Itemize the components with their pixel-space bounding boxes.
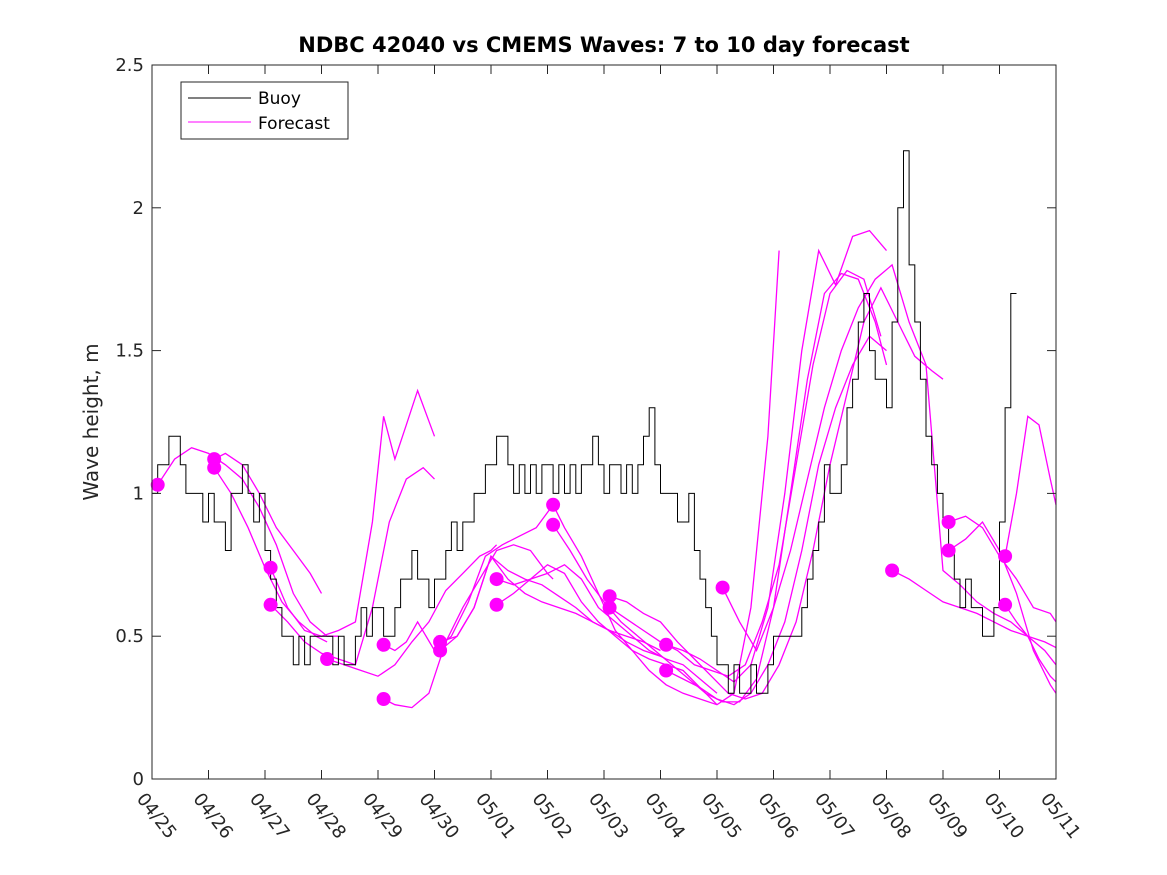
forecast-start-point xyxy=(941,543,956,558)
forecast-start-point xyxy=(489,597,504,612)
x-tick-label: 05/04 xyxy=(641,789,689,843)
x-tick-label: 05/03 xyxy=(584,789,632,843)
forecast-line-18 xyxy=(665,335,887,706)
y-tick-label: 0 xyxy=(133,769,144,790)
y-tick-label: 2 xyxy=(133,198,144,219)
forecast-line-14 xyxy=(552,272,888,703)
legend-buoy-label: Buoy xyxy=(258,89,301,109)
forecast-start-point xyxy=(659,637,674,652)
plot-area xyxy=(150,150,1057,709)
x-tick-label: 05/05 xyxy=(697,789,745,843)
x-tick-label: 04/28 xyxy=(302,789,350,843)
y-axis-label: Wave height, m xyxy=(79,343,103,500)
chart-title: NDBC 42040 vs CMEMS Waves: 7 to 10 day f… xyxy=(298,33,909,57)
forecast-start-point xyxy=(376,692,391,706)
forecast-line-21 xyxy=(948,515,1057,623)
forecast-line-10 xyxy=(439,555,661,652)
axes-box xyxy=(151,64,1057,780)
forecast-start-point xyxy=(659,663,674,678)
y-axis-ticks: 0 0.5 1 1.5 2 2.5 xyxy=(115,55,1056,790)
forecast-start-point xyxy=(602,589,617,604)
forecast-start-point xyxy=(433,643,448,658)
y-tick-label: 2.5 xyxy=(115,55,144,76)
forecast-line-7 xyxy=(383,504,554,652)
y-tick-label: 1 xyxy=(133,483,144,504)
x-tick-label: 04/25 xyxy=(132,789,180,843)
legend-forecast-label: Forecast xyxy=(258,114,330,134)
y-tick-label: 0.5 xyxy=(115,626,144,647)
forecast-start-point xyxy=(715,580,730,595)
forecast-start-point xyxy=(546,517,561,532)
x-tick-label: 05/11 xyxy=(1036,789,1084,843)
forecast-line-13 xyxy=(552,250,780,706)
x-tick-label: 04/27 xyxy=(245,789,293,843)
x-tick-label: 05/07 xyxy=(810,789,858,843)
x-tick-label: 05/09 xyxy=(923,789,971,843)
x-tick-label: 05/02 xyxy=(528,789,576,843)
forecast-start-point xyxy=(320,652,335,666)
buoy-line xyxy=(152,150,1017,694)
forecast-line-24 xyxy=(1004,604,1057,683)
forecast-line-17 xyxy=(665,229,887,683)
forecast-start-point xyxy=(489,572,504,587)
forecast-start-point xyxy=(602,600,617,615)
forecast-line-6 xyxy=(326,544,498,677)
forecast-line-12 xyxy=(496,564,718,706)
forecast-start-point xyxy=(941,515,956,529)
x-tick-label: 04/29 xyxy=(358,789,406,843)
forecast-line-16 xyxy=(609,269,882,677)
forecast-start-point xyxy=(376,637,391,652)
forecast-start-point xyxy=(263,560,278,575)
forecast-start-point xyxy=(998,549,1013,564)
forecast-line-22 xyxy=(948,520,1057,694)
legend: Buoy Forecast xyxy=(180,81,349,140)
legend-box xyxy=(180,81,349,140)
forecast-start-point xyxy=(546,497,561,512)
x-tick-label: 04/26 xyxy=(189,789,237,843)
forecast-line-4 xyxy=(270,388,436,637)
x-tick-label: 05/06 xyxy=(754,789,802,843)
x-tick-label: 05/01 xyxy=(471,789,519,843)
y-tick-label: 1.5 xyxy=(115,341,144,362)
forecast-line-19 xyxy=(722,263,1057,666)
x-axis-ticks: 04/25 04/26 04/27 04/28 04/29 04/30 05/01 05/02… xyxy=(132,65,1085,843)
forecast-line-20 xyxy=(891,569,1057,649)
x-tick-label: 05/10 xyxy=(980,789,1028,843)
forecast-start-point xyxy=(263,597,278,612)
forecast-start-point xyxy=(150,477,165,492)
forecast-line-2 xyxy=(213,452,323,594)
forecast-start-point xyxy=(207,460,222,475)
forecast-line-11 xyxy=(496,564,718,694)
x-tick-label: 05/08 xyxy=(867,789,915,843)
forecast-line-15 xyxy=(609,286,944,700)
forecast-start-point xyxy=(998,597,1013,612)
forecast-line-8 xyxy=(383,544,554,709)
forecast-line-23 xyxy=(1004,415,1057,557)
forecast-line-9 xyxy=(439,554,661,657)
forecast-start-point xyxy=(885,563,900,578)
x-tick-label: 04/30 xyxy=(415,789,463,843)
